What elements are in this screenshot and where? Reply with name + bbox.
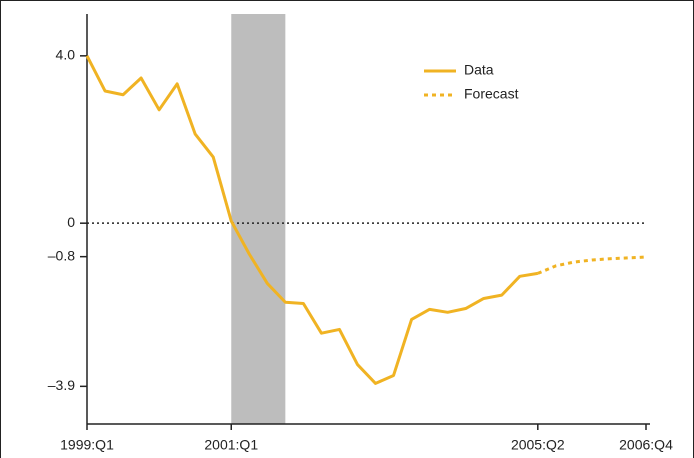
series-line <box>85 55 539 385</box>
y-tick-label: 0 <box>67 214 75 230</box>
x-tick-label: 2001:Q1 <box>204 437 258 453</box>
y-tick-label: –3.9 <box>48 377 75 393</box>
x-tick-label: 2005:Q2 <box>511 437 565 453</box>
recession-shade <box>231 14 286 424</box>
y-tick-label: –0.8 <box>48 247 75 263</box>
x-tick-label: 1999:Q1 <box>60 437 114 453</box>
legend-label: Data <box>464 62 494 78</box>
series-line <box>537 255 647 275</box>
x-tick-label: 2006:Q4 <box>619 437 673 453</box>
y-tick-label: 4.0 <box>56 47 76 63</box>
legend-label: Forecast <box>464 86 519 102</box>
